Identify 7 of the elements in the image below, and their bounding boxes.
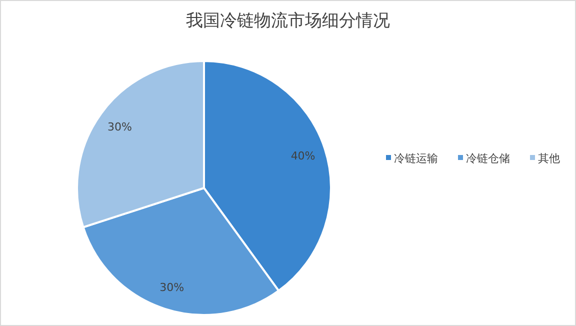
legend-label: 其他 (538, 152, 560, 165)
legend-label: 冷链仓储 (466, 152, 510, 165)
chart-title: 我国冷链物流市场细分情况 (186, 11, 390, 31)
data-label: 40% (290, 150, 316, 163)
data-label: 30% (108, 120, 132, 134)
legend-label: 冷链运输 (394, 152, 438, 165)
data-label: 30% (160, 280, 184, 294)
